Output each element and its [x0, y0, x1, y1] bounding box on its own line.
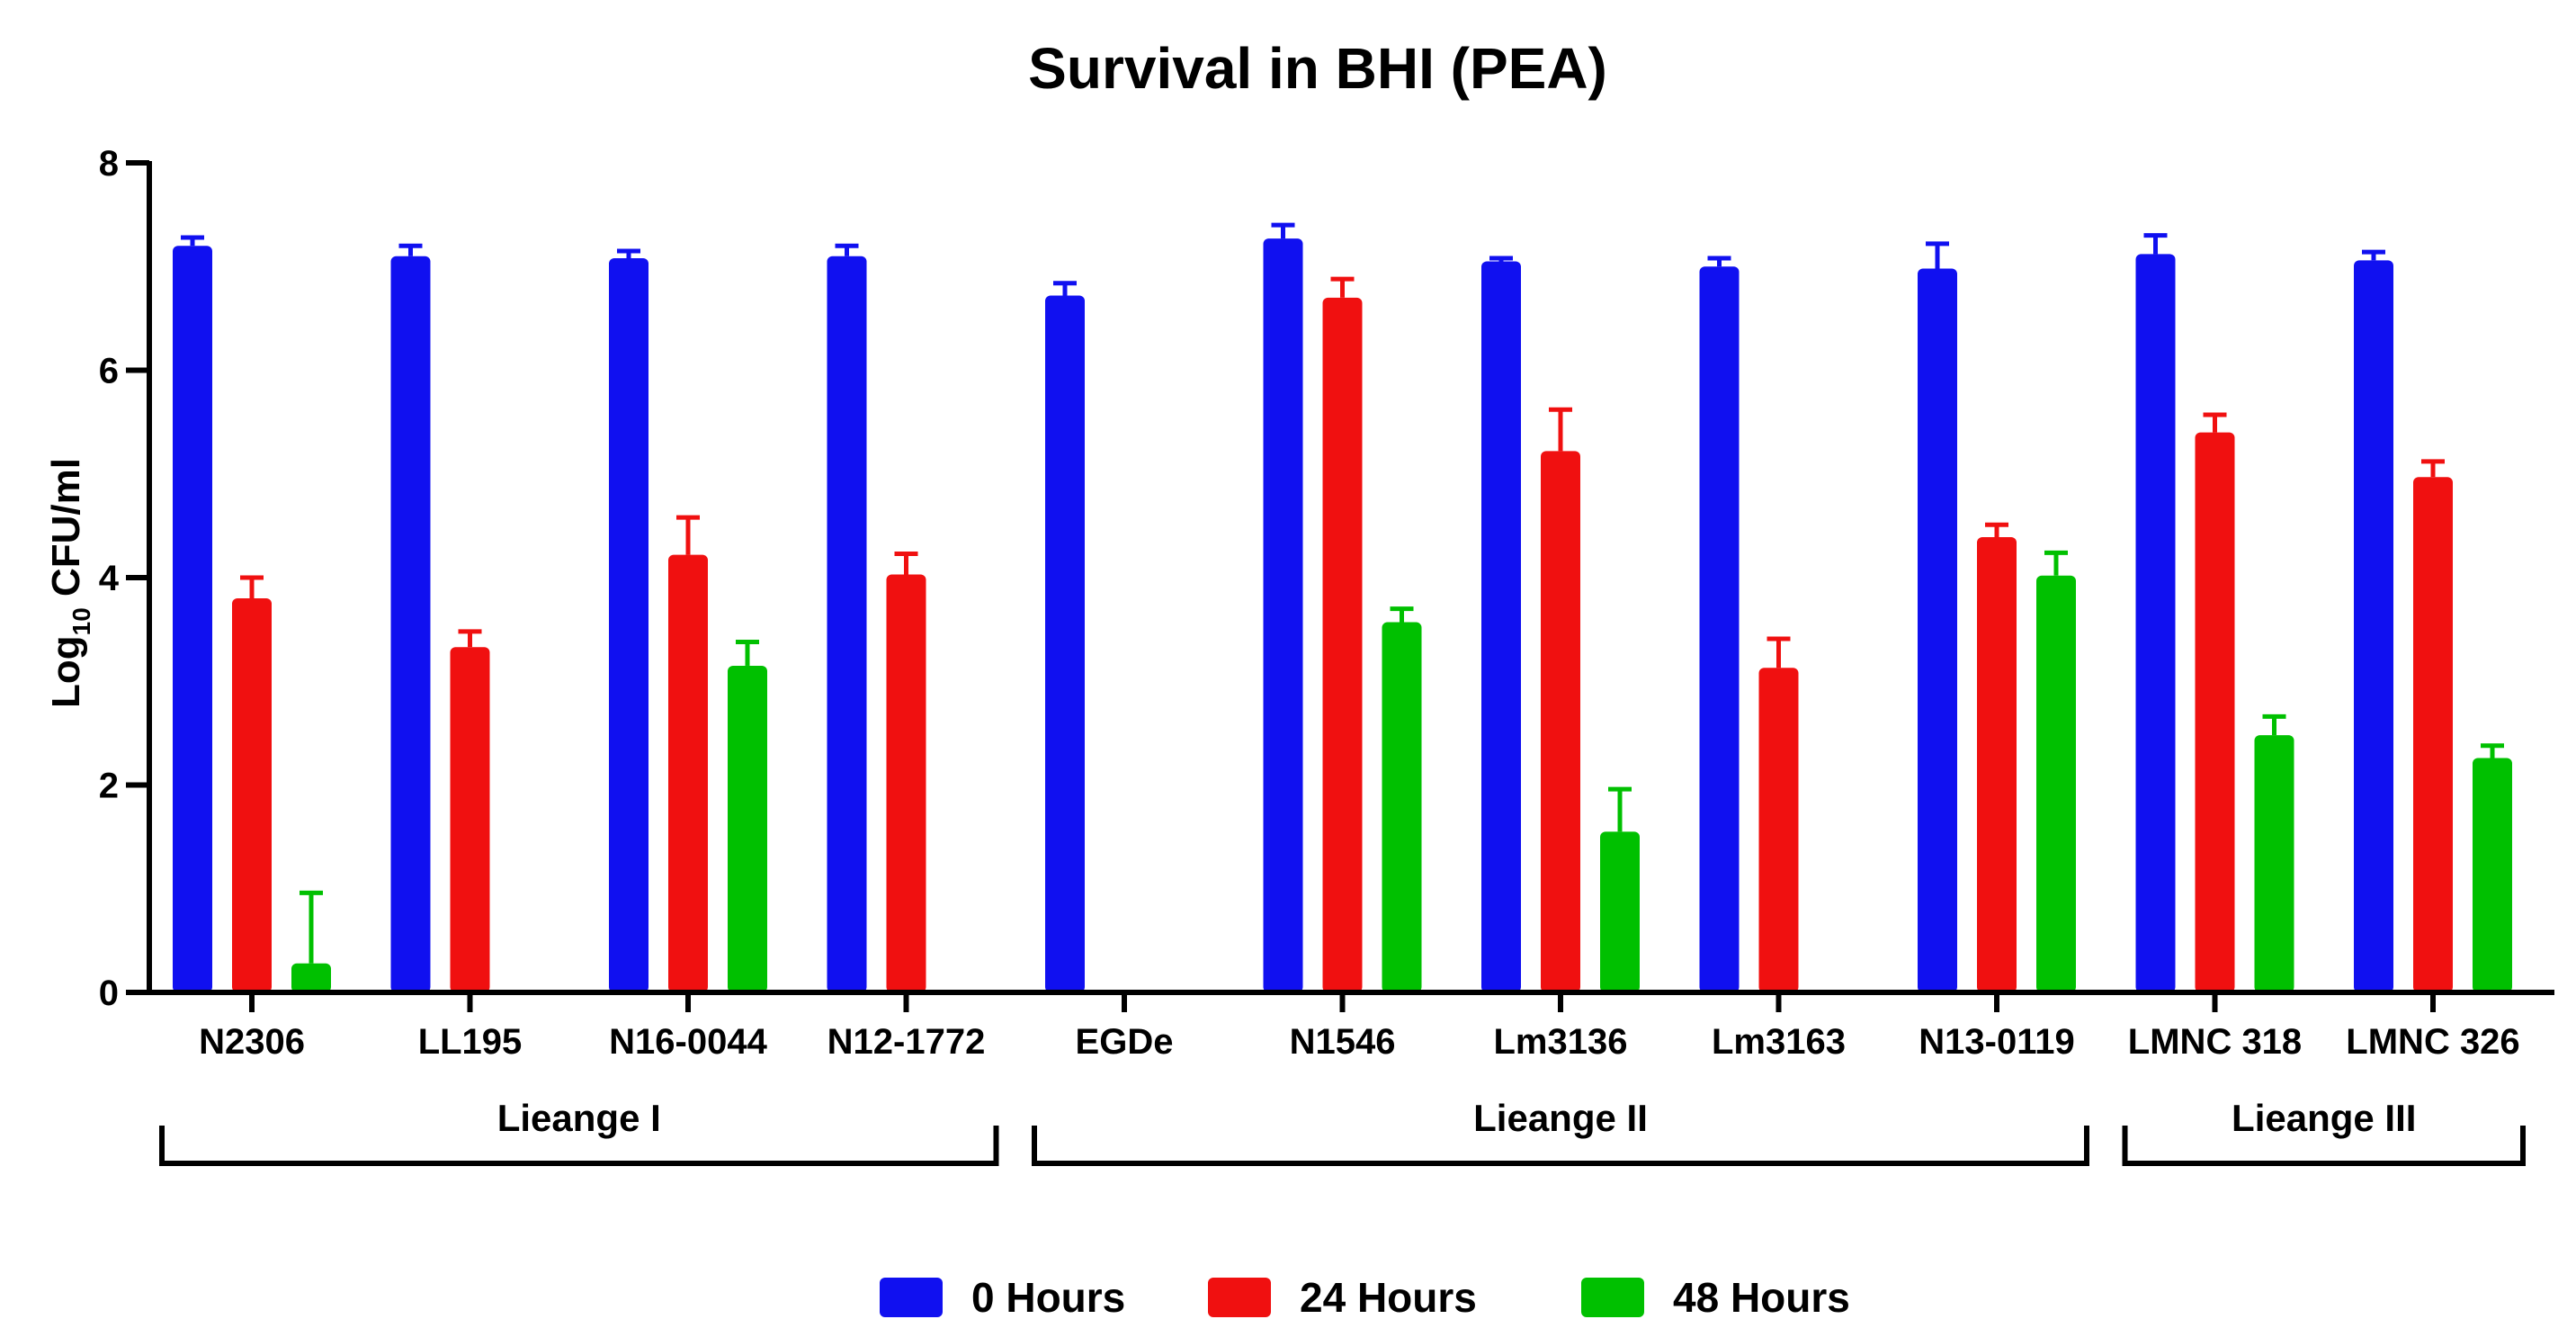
legend-swatch: [1208, 1278, 1271, 1317]
lineage-bracket: [159, 1126, 999, 1166]
y-axis-label: Log10 CFU/ml: [44, 458, 95, 708]
bar: [886, 574, 926, 992]
bar: [1481, 261, 1521, 992]
legend-label: 0 Hours: [971, 1274, 1125, 1321]
bar: [1382, 622, 1422, 992]
bar: [1045, 295, 1085, 992]
legend-swatch: [880, 1278, 943, 1317]
x-tick-label: N13-0119: [1919, 1022, 2074, 1062]
legend-label: 48 Hours: [1673, 1274, 1850, 1321]
lineage-label: Lieange I: [497, 1097, 661, 1139]
bar: [1322, 297, 1363, 992]
x-tick-label: Lm3163: [1712, 1022, 1846, 1062]
x-tick-label: EGDe: [1076, 1022, 1174, 1062]
bar: [2413, 477, 2453, 992]
bar: [609, 258, 648, 992]
x-tick-label: N1546: [1290, 1022, 1396, 1062]
x-tick-label: LMNC 326: [2346, 1022, 2519, 1062]
x-tick-label: LL195: [418, 1022, 523, 1062]
y-tick-label: 0: [99, 974, 119, 1013]
bar: [1758, 668, 1799, 992]
bar: [1918, 268, 1957, 992]
x-tick-label: LMNC 318: [2128, 1022, 2302, 1062]
y-tick-label: 4: [99, 559, 120, 598]
legend-swatch: [1581, 1278, 1644, 1317]
bar: [1541, 451, 1580, 992]
x-axis: N2306 LL195 N16-0044 N12-1772 EGDe N1546 Lm313…: [149, 990, 2554, 1062]
x-tick-label: N12-1772: [827, 1022, 986, 1062]
bar: [2254, 735, 2294, 992]
lineage-label: Lieange II: [1473, 1097, 1648, 1139]
x-tick-label: N16-0044: [609, 1022, 767, 1062]
bar: [1600, 831, 1640, 992]
bar: [2135, 254, 2176, 992]
bar: [728, 665, 767, 992]
y-tick-label: 6: [99, 352, 119, 391]
lineage-bracket: [1032, 1126, 2089, 1166]
bar: [2354, 260, 2393, 993]
y-axis: 0 2 4 6 8: [99, 144, 152, 1013]
bar: [1263, 238, 1303, 992]
legend-label: 24 Hours: [1300, 1274, 1477, 1321]
x-tick-label: N2306: [199, 1022, 305, 1062]
bar: [291, 963, 331, 992]
bar: [827, 256, 867, 993]
bar: [2036, 575, 2076, 992]
lineage-label: Lieange III: [2232, 1097, 2416, 1139]
lineage-bracket: [2122, 1126, 2526, 1166]
bar: [173, 246, 212, 992]
bar: [1699, 266, 1740, 992]
y-tick-label: 8: [99, 144, 119, 184]
bar: [2473, 758, 2512, 992]
bar: [390, 256, 431, 993]
y-tick-label: 2: [99, 767, 119, 806]
x-tick-label: Lm3136: [1494, 1022, 1628, 1062]
legend: 0 Hours 24 Hours 48 Hours: [880, 1274, 1850, 1321]
bars: [173, 222, 2512, 993]
bar: [2195, 432, 2235, 992]
bar: [450, 647, 490, 992]
bar: [668, 554, 708, 992]
bar: [232, 598, 272, 992]
bar: [1977, 537, 2017, 992]
lineage-groups: Lieange I Lieange II Lieange III: [159, 1097, 2526, 1166]
chart-title: Survival in BHI (PEA): [1028, 36, 1607, 101]
